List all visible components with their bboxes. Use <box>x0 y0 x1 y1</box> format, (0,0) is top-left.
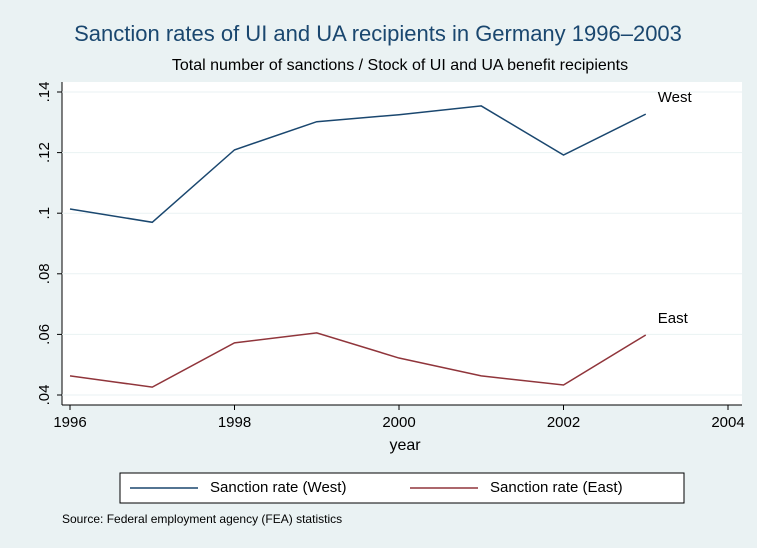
x-tick-label: 2004 <box>711 414 744 431</box>
plot-area <box>62 82 742 405</box>
source: Source: Federal employment agency (FEA) … <box>62 512 342 526</box>
x-tick-label: 1998 <box>218 414 251 431</box>
x-tick-label: 2002 <box>547 414 580 431</box>
y-tick-label: .12 <box>36 142 53 163</box>
series-line <box>69 332 647 388</box>
legend-label: Sanction rate (West) <box>210 479 346 496</box>
series-line <box>69 105 647 224</box>
legend-label: Sanction rate (East) <box>490 479 623 496</box>
chart-title: Sanction rates of UI and UA recipients i… <box>74 21 682 46</box>
y-tick-label: .04 <box>36 385 53 406</box>
chart-subtitle: Total number of sanctions / Stock of UI … <box>172 57 628 74</box>
legend <box>119 472 685 504</box>
annotation: East <box>658 310 689 327</box>
y-tick-label: .14 <box>36 82 53 103</box>
x-tick-label: 2000 <box>382 414 415 431</box>
y-tick-label: .06 <box>36 324 53 345</box>
x-axis-title: year <box>389 437 421 454</box>
x-tick-label: 1996 <box>53 414 86 431</box>
y-tick-label: .08 <box>36 263 53 284</box>
y-tick-label: .1 <box>36 207 53 220</box>
annotation: West <box>658 89 693 106</box>
